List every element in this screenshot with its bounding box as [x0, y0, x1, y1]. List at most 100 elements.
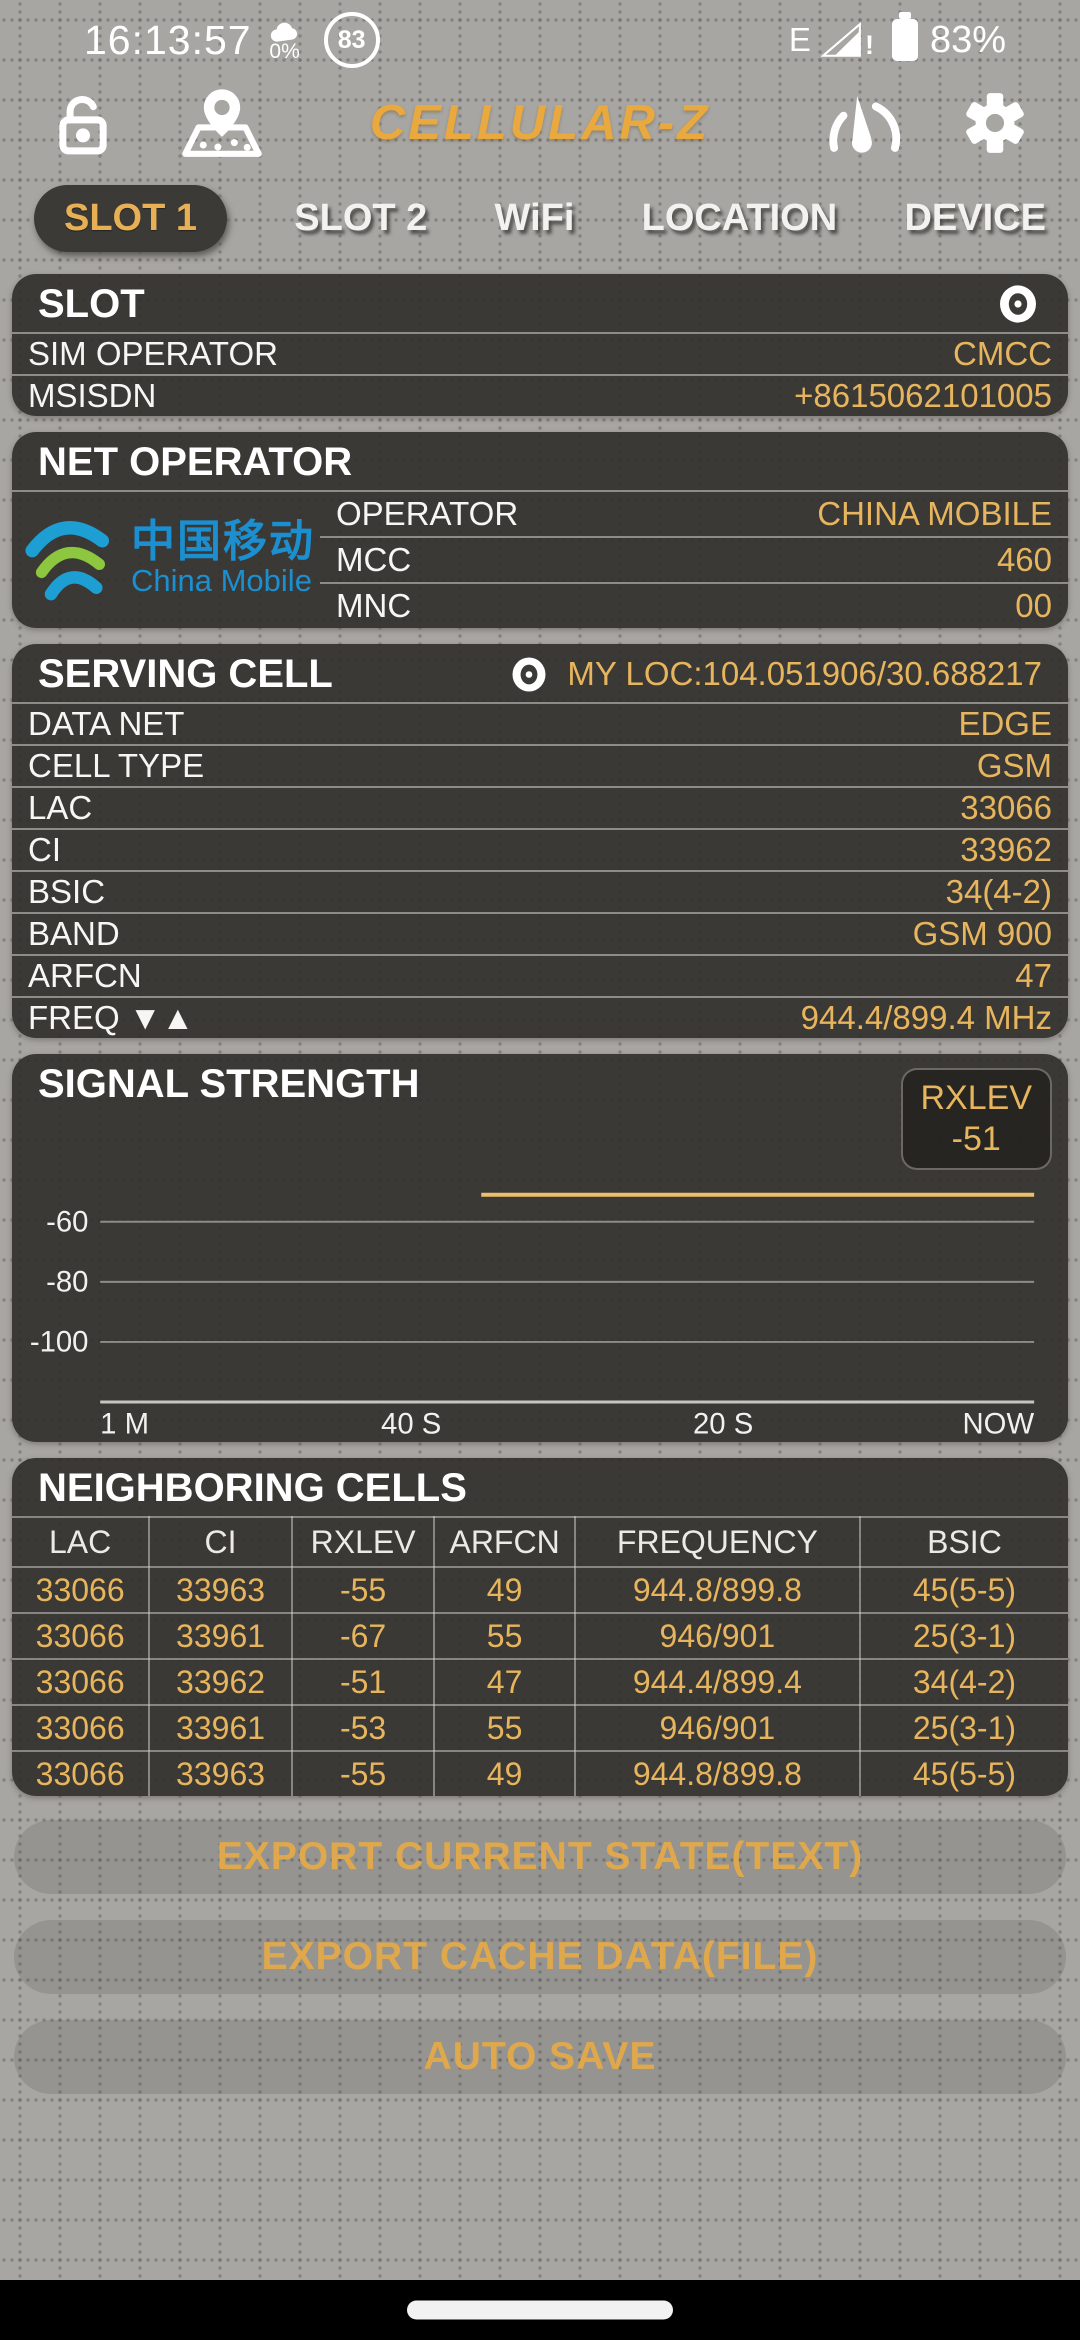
cell-value: 944.8/899.8 [573, 1566, 861, 1614]
cell-value: 944.4/899.4 [573, 1658, 861, 1706]
mcc-label: MCC [336, 541, 412, 578]
china-mobile-logo-icon [25, 521, 110, 601]
battery-ring-indicator: 83 [323, 12, 380, 68]
signal-strength-title: SIGNAL STRENGTH [38, 1061, 420, 1106]
cell-value: 33963 [148, 1566, 293, 1614]
tab-slot2[interactable]: SLOT 2 [294, 196, 428, 239]
svg-text:NOW: NOW [963, 1407, 1035, 1438]
col-arfcn: ARFCN [433, 1516, 576, 1568]
band-row: BAND GSM 900 [12, 912, 1068, 954]
net-operator-title: NET OPERATOR [38, 439, 353, 484]
tab-location[interactable]: LOCATION [641, 196, 838, 239]
rxlev-badge: RXLEV -51 [900, 1068, 1052, 1170]
cell-value: 55 [433, 1704, 576, 1752]
data-net-value: EDGE [958, 705, 1052, 742]
cell-value: 49 [433, 1750, 576, 1796]
battery-icon [891, 12, 918, 61]
china-mobile-logo-text: 中国移动 China Mobile [131, 516, 315, 598]
map-pin-icon[interactable] [178, 86, 266, 160]
cell-value: 33963 [148, 1750, 293, 1796]
operator-label: OPERATOR [336, 495, 519, 532]
cell-value: 944.8/899.8 [573, 1750, 861, 1796]
cell-value: 33961 [148, 1704, 293, 1752]
cloud-icon [270, 22, 297, 42]
cell-type-label: CELL TYPE [28, 747, 205, 784]
export-current-state-button[interactable]: EXPORT CURRENT STATE(TEXT) [14, 1820, 1066, 1894]
tab-slot1[interactable]: SLOT 1 [34, 184, 228, 252]
settings-gear-icon[interactable] [962, 90, 1028, 156]
mcc-value: 460 [996, 541, 1052, 578]
cell-value: 49 [433, 1566, 576, 1614]
neighboring-cells-title: NEIGHBORING CELLS [38, 1465, 467, 1510]
neighboring-cells-table: LAC CI RXLEV ARFCN FREQUENCY BSIC 33066 … [12, 1516, 1068, 1796]
lac-row: LAC 33066 [12, 786, 1068, 828]
rxlev-badge-value: -51 [951, 1119, 1001, 1158]
cell-value: 33066 [12, 1566, 151, 1614]
speedometer-icon[interactable] [822, 87, 906, 159]
table-row: 33066 33963 -55 49 944.8/899.8 45(5-5) [12, 1566, 1068, 1614]
mnc-row: MNC 00 [320, 582, 1068, 628]
table-row: 33066 33962 -51 47 944.4/899.4 34(4-2) [12, 1658, 1068, 1706]
net-operator-rows: OPERATOR CHINA MOBILE MCC 460 MNC 00 [320, 492, 1068, 628]
svg-text:1 M: 1 M [100, 1407, 149, 1438]
arfcn-value: 47 [1015, 957, 1052, 994]
network-type-indicator: E [788, 21, 811, 58]
serving-cell-title: SERVING CELL [38, 651, 333, 696]
band-label: BAND [28, 915, 120, 952]
toolbar-left [52, 86, 266, 160]
net-operator-header: NET OPERATOR [12, 432, 1068, 490]
sim-operator-row: SIM OPERATOR CMCC [12, 332, 1068, 374]
table-row: 33066 33961 -67 55 946/901 25(3-1) [12, 1612, 1068, 1660]
status-bar: 16:13:57 0% 83 E ! 83% [0, 0, 1080, 72]
signal-strength-header: SIGNAL STRENGTH [12, 1054, 1068, 1112]
operator-row: OPERATOR CHINA MOBILE [320, 492, 1068, 536]
neighboring-cells-header: NEIGHBORING CELLS [12, 1458, 1068, 1516]
cell-value: 45(5-5) [858, 1566, 1068, 1614]
cell-value: -67 [290, 1612, 436, 1660]
home-indicator[interactable] [407, 2300, 673, 2320]
status-left: 16:13:57 0% 83 [84, 12, 380, 68]
app-title: Cellular-Z [369, 96, 711, 150]
svg-text:20 S: 20 S [693, 1407, 753, 1438]
cell-value: 946/901 [573, 1704, 861, 1752]
system-nav-bar [0, 2280, 1080, 2340]
col-frequency: FREQUENCY [573, 1516, 861, 1568]
freq-sort-toggle[interactable]: FREQ ▼▲ [28, 999, 195, 1036]
cell-value: 33066 [12, 1750, 151, 1796]
weather-indicator: 0% [268, 19, 302, 62]
tab-device[interactable]: DEVICE [904, 196, 1046, 239]
status-right: E ! 83% [788, 12, 1006, 62]
tab-wifi[interactable]: WiFi [494, 196, 575, 239]
ci-value: 33962 [960, 831, 1052, 868]
freq-row: FREQ ▼▲ 944.4/899.4 MHz [12, 996, 1068, 1038]
signal-alert-icon: ! [864, 30, 874, 61]
mnc-label: MNC [336, 587, 412, 624]
svg-text:-100: -100 [30, 1326, 89, 1359]
china-mobile-en-text: China Mobile [131, 562, 312, 598]
svg-text:40 S: 40 S [381, 1407, 441, 1438]
auto-save-button[interactable]: AUTO SAVE [14, 2020, 1066, 2094]
operator-value: CHINA MOBILE [817, 495, 1052, 532]
china-mobile-cn-text: 中国移动 [131, 516, 315, 566]
cell-value: 25(3-1) [858, 1612, 1068, 1660]
visibility-eye-icon[interactable] [507, 656, 551, 693]
tab-bar: SLOT 1 SLOT 2 WiFi LOCATION DEVICE [0, 174, 1080, 262]
visibility-eye-icon[interactable] [994, 284, 1042, 324]
band-value: GSM 900 [912, 915, 1052, 952]
cell-value: 33066 [12, 1704, 151, 1752]
export-cache-data-button[interactable]: EXPORT CACHE DATA(FILE) [14, 1920, 1066, 1994]
signal-strength-icon [820, 22, 861, 57]
net-operator-body: 中国移动 China Mobile OPERATOR CHINA MOBILE … [12, 490, 1068, 628]
cell-value: 25(3-1) [858, 1704, 1068, 1752]
table-row: 33066 33961 -53 55 946/901 25(3-1) [12, 1704, 1068, 1752]
cell-type-value: GSM [976, 747, 1052, 784]
bsic-label: BSIC [28, 873, 106, 910]
col-rxlev: RXLEV [290, 1516, 436, 1568]
cell-value: 45(5-5) [858, 1750, 1068, 1796]
slot-card-header: SLOT [12, 274, 1068, 332]
mcc-row: MCC 460 [320, 536, 1068, 582]
lock-open-icon[interactable] [52, 89, 114, 157]
my-location-value[interactable]: MY LOC:104.051906/30.688217 [567, 655, 1042, 692]
toolbar: Cellular-Z [0, 72, 1080, 174]
